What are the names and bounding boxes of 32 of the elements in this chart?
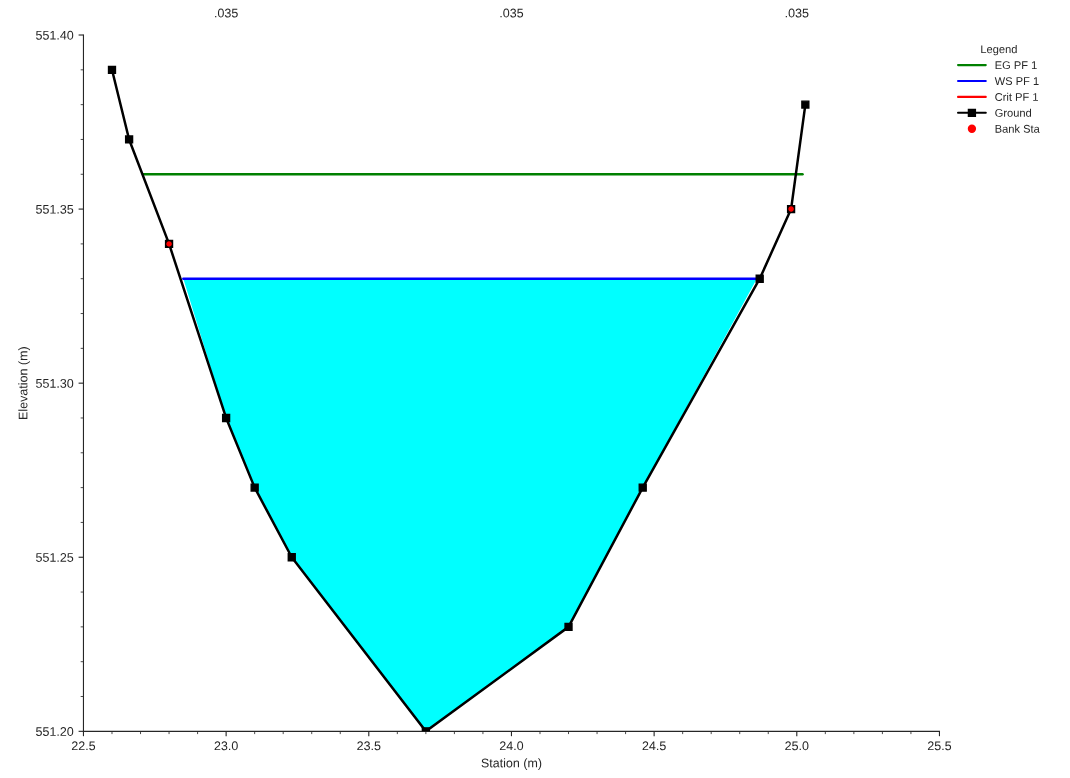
x-tick-label: 24.0 [499, 741, 524, 751]
x-tick-label: 25.5 [927, 741, 952, 751]
x-tick-label: 25.0 [785, 741, 809, 751]
x-tick-label: 24.5 [642, 741, 666, 751]
legend-label: Bank Sta [995, 124, 1040, 133]
point [250, 483, 259, 492]
legend-label: EG PF 1 [995, 61, 1037, 70]
legend-label: WS PF 1 [994, 77, 1039, 85]
text: .035 [785, 8, 809, 18]
y-tick-label: 551.20 [36, 727, 74, 736]
point [287, 553, 296, 562]
x-tick-label: 22.5 [71, 741, 96, 751]
x-tick-label: 23.0 [214, 741, 238, 751]
point [221, 413, 231, 423]
y-tick-label: 551.35 [36, 204, 74, 214]
x-axis-title: Station (m) [481, 758, 542, 770]
point [801, 100, 810, 109]
point [124, 135, 134, 144]
y-tick-label: 551.25 [36, 553, 74, 562]
text: .035 [215, 8, 238, 18]
y-tick-label: 551.40 [36, 30, 74, 40]
x-tick-label: 23.5 [357, 741, 381, 751]
point [638, 483, 647, 492]
point [564, 622, 573, 632]
legend-label: Ground [995, 108, 1032, 117]
legend-title: Legend [981, 45, 1017, 56]
text: .035 [500, 8, 524, 18]
y-axis-title: Elevation (m) [18, 347, 30, 419]
point [755, 274, 764, 283]
point [107, 65, 117, 74]
legend-label: Crit PF 1 [995, 92, 1038, 101]
y-tick-label: 551.30 [36, 378, 74, 388]
